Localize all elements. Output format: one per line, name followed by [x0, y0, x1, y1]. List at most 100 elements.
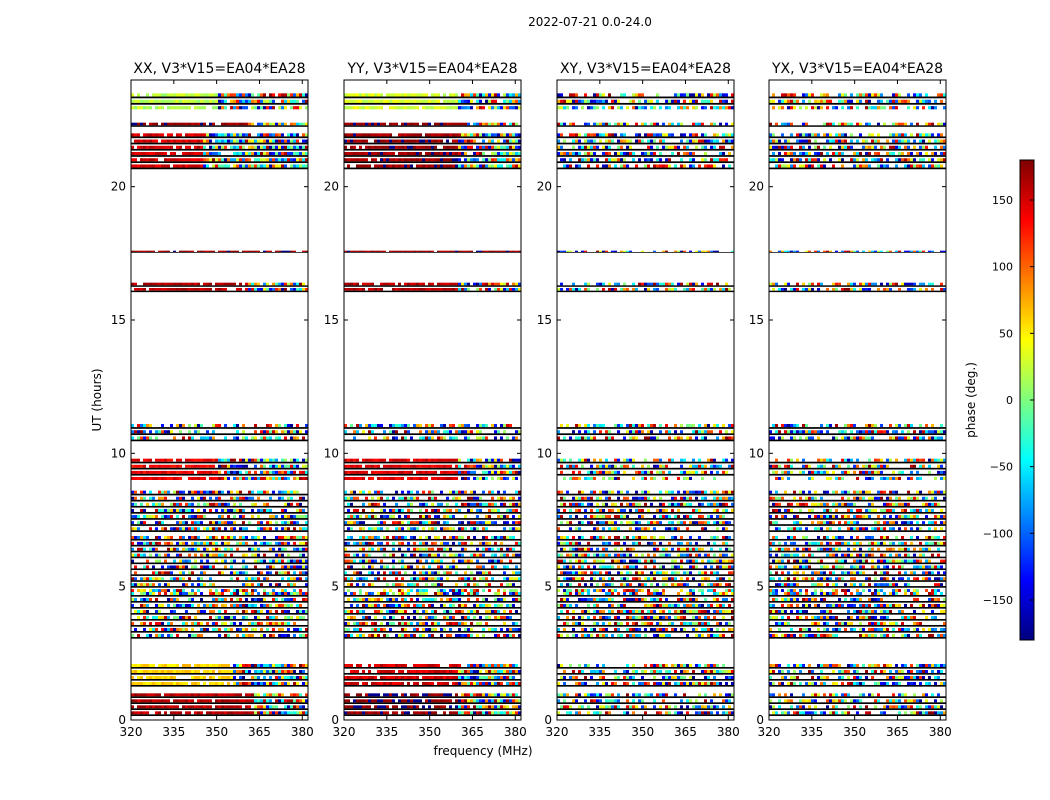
cell: [173, 693, 176, 697]
cell: [440, 583, 443, 587]
cell: [296, 430, 299, 434]
cell: [353, 288, 356, 291]
cell: [377, 682, 380, 685]
cell: [218, 139, 221, 143]
cell: [473, 693, 476, 697]
cell: [347, 502, 350, 506]
cell: [209, 288, 212, 291]
cell: [470, 521, 473, 525]
band-2: [344, 592, 521, 639]
cell: [434, 164, 437, 168]
cell: [209, 577, 212, 581]
cell: [281, 99, 284, 103]
cell: [410, 527, 413, 531]
cell: [374, 464, 377, 468]
band-10: [131, 122, 308, 127]
cell: [491, 476, 494, 480]
cell: [392, 583, 395, 587]
cell: [266, 436, 269, 440]
cell: [368, 693, 371, 697]
cell: [155, 430, 158, 434]
cell: [179, 464, 182, 468]
cell: [245, 670, 248, 673]
cell: [227, 634, 230, 637]
cell: [224, 559, 227, 563]
cell: [272, 288, 275, 291]
cell: [146, 598, 149, 601]
cell: [302, 711, 305, 715]
cell: [443, 476, 446, 480]
cell: [185, 99, 188, 103]
cell: [197, 93, 200, 97]
cell: [353, 598, 356, 601]
cell: [131, 527, 134, 531]
cell: [278, 250, 281, 252]
cell: [263, 682, 266, 685]
cell: [431, 476, 434, 480]
cell: [212, 676, 215, 679]
cell: [491, 536, 494, 539]
cell: [236, 288, 239, 291]
cell: [206, 628, 209, 631]
cell: [233, 139, 236, 143]
cell: [224, 541, 227, 545]
cell: [347, 458, 350, 462]
cell: [233, 152, 236, 156]
cell: [347, 527, 350, 531]
cell: [212, 133, 215, 137]
cell: [143, 682, 146, 685]
cell: [215, 699, 218, 703]
cell: [269, 470, 272, 474]
cell: [389, 476, 392, 480]
cell: [362, 598, 365, 601]
cell: [245, 122, 248, 126]
cell: [278, 670, 281, 673]
cell: [221, 490, 224, 494]
cell: [473, 93, 476, 97]
cell: [434, 99, 437, 103]
cell: [452, 490, 455, 494]
cell: [221, 458, 224, 462]
cell: [182, 682, 185, 685]
cell: [350, 464, 353, 468]
cell: [245, 577, 248, 581]
flag-line: [344, 473, 521, 476]
cell: [422, 610, 425, 613]
cell: [161, 288, 164, 291]
cell: [464, 583, 467, 587]
cell: [302, 250, 305, 252]
flag-line: [344, 673, 521, 675]
cell: [227, 476, 230, 480]
cell: [446, 430, 449, 434]
cell: [512, 458, 515, 462]
cell: [281, 430, 284, 434]
cell: [494, 634, 497, 637]
cell: [386, 676, 389, 679]
cell: [470, 470, 473, 474]
cell: [260, 670, 263, 673]
cell: [281, 664, 284, 667]
cell: [188, 547, 191, 551]
cell: [359, 610, 362, 613]
cell: [404, 610, 407, 613]
cell: [416, 664, 419, 667]
flag-line: [131, 714, 308, 716]
cell: [191, 164, 194, 168]
cell: [296, 288, 299, 291]
cell: [398, 547, 401, 551]
cell: [446, 508, 449, 512]
cell: [164, 164, 167, 168]
cell: [218, 527, 221, 531]
cell: [260, 490, 263, 494]
cell: [509, 502, 512, 506]
cell: [185, 610, 188, 613]
cell: [446, 288, 449, 291]
cell: [287, 670, 290, 673]
cell: [359, 424, 362, 428]
cell: [167, 553, 170, 557]
cell: [344, 559, 347, 563]
cell: [473, 705, 476, 709]
cell: [347, 152, 350, 156]
cell: [302, 122, 305, 126]
cell: [167, 699, 170, 703]
